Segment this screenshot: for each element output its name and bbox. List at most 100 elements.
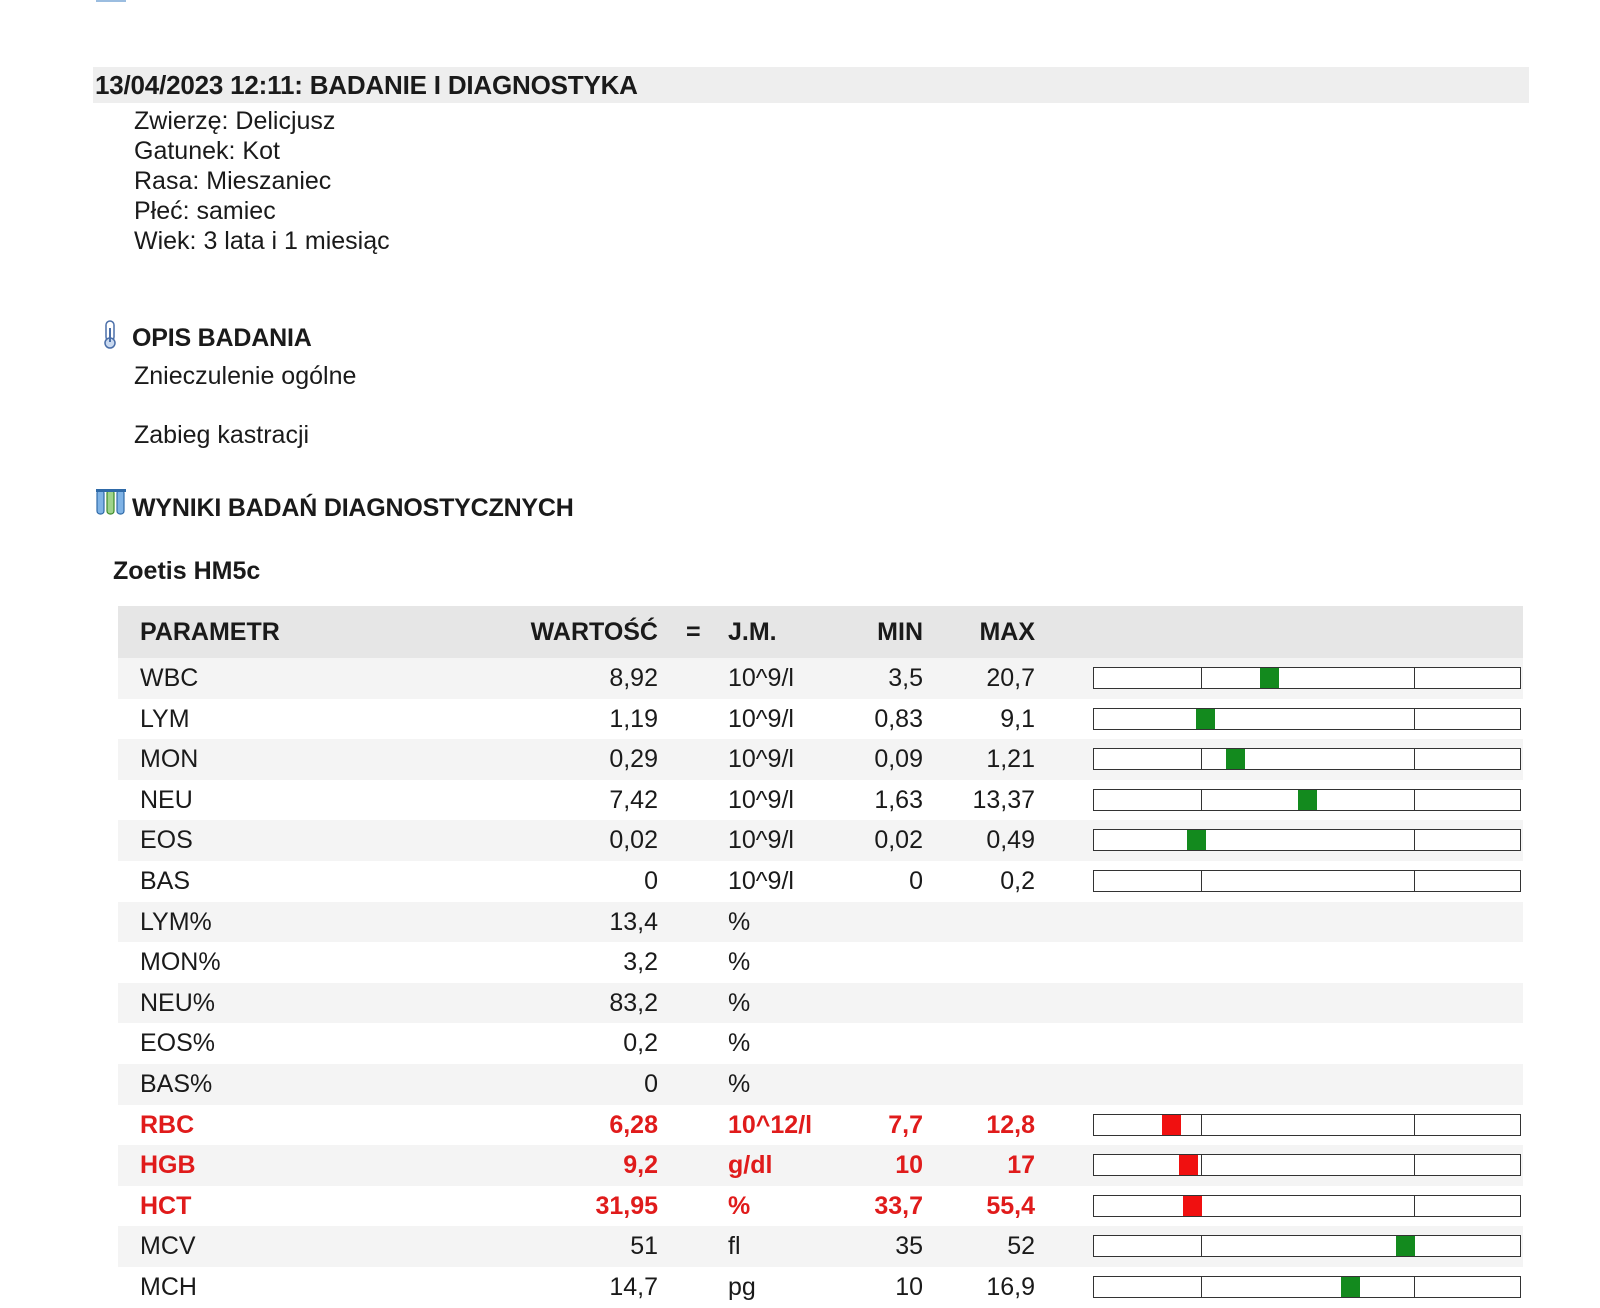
table-row: BAS 0 10^9/l 0 0,2 [118,861,1523,902]
header-value: WARTOŚĆ [530,618,658,646]
results-table: PARAMETR WARTOŚĆ = J.M. MIN MAX WBC 8,92 1… [118,606,1523,1308]
min-cell: 0,09 [874,745,923,774]
range-bar-tick [1413,789,1415,810]
range-bar [1093,1235,1521,1258]
table-row: NEU% 83,2% [118,982,1523,1024]
header-eq: = [686,618,701,646]
param-cell: BAS [140,866,191,895]
table-body: WBC 8,92 10^9/l 3,5 20,7 LYM 1,19 10^9/l 0,83 9,1… [118,658,1523,1308]
range-bar [1093,829,1521,852]
table-row: EOS 0,02 10^9/l 0,02 0,49 [118,820,1523,861]
table-header: PARAMETR WARTOŚĆ = J.M. MIN MAX [118,606,1523,658]
range-bar-tick [1200,1236,1202,1257]
wyniki-title: WYNIKI BADAŃ DIAGNOSTYCZNYCH [132,494,574,522]
range-bar-marker [1161,1114,1181,1135]
min-cell: 10 [895,1151,923,1180]
max-cell: 0,49 [986,826,1035,855]
max-cell: 12,8 [986,1110,1035,1139]
unit-cell: pg [728,1272,756,1301]
header-param: PARAMETR [140,618,280,646]
animal-sex: Płeć: samiec [134,197,276,225]
unit-cell: 10^9/l [728,745,794,774]
unit-cell: % [728,1191,751,1220]
range-bar-tick [1413,1155,1415,1176]
value-cell: 6,28 [609,1110,658,1139]
max-cell: 9,1 [1000,704,1035,733]
min-cell: 1,63 [874,785,923,814]
table-row: EOS% 0,2% [118,1023,1523,1064]
value-cell: 1,19 [609,704,658,733]
range-bar-tick [1413,1276,1415,1297]
unit-cell: % [728,907,751,936]
param-cell: LYM% [140,907,212,936]
param-cell: RBC [140,1110,195,1139]
entry-icon [96,0,126,2]
min-cell: 33,7 [874,1191,923,1220]
min-cell: 10 [895,1272,923,1301]
range-bar-marker [1187,830,1207,851]
range-bar-tick [1413,1195,1415,1216]
range-bar-tick [1413,870,1415,891]
value-cell: 31,95 [595,1191,658,1220]
animal-age: Wiek: 3 lata i 1 miesiąc [134,227,390,255]
unit-cell: 10^9/l [728,866,794,895]
value-cell: 0,2 [623,1029,658,1058]
range-bar [1093,707,1521,730]
animal-breed: Rasa: Mieszaniec [134,167,332,195]
opis-badania-title: OPIS BADANIA [132,324,312,352]
table-row: MON% 3,2% [118,942,1523,983]
table-row: RBC 6,28 10^12/l 7,7 12,8 [118,1105,1523,1146]
range-bar-marker [1178,1155,1198,1176]
value-cell: 3,2 [623,948,658,977]
test-tubes-icon [96,489,126,515]
param-cell: LYM [140,704,190,733]
header-max: MAX [979,618,1035,646]
range-bar [1093,869,1521,892]
unit-cell: fl [728,1232,741,1261]
value-cell: 0 [644,1069,658,1098]
unit-cell: % [728,1069,751,1098]
table-row: LYM 1,19 10^9/l 0,83 9,1 [118,699,1523,740]
param-cell: HCT [140,1191,192,1220]
range-bar-marker [1225,749,1245,770]
value-cell: 0,02 [609,826,658,855]
range-bar-marker [1395,1236,1415,1257]
unit-cell: % [728,1029,751,1058]
range-bar-tick [1200,1276,1202,1297]
value-cell: 51 [630,1232,658,1261]
table-row: BAS% 0% [118,1063,1523,1105]
table-row: LYM% 13,4% [118,901,1523,943]
thermometer-icon [104,320,116,349]
param-cell: MON% [140,948,221,977]
range-bar-tick [1413,1114,1415,1135]
param-cell: NEU% [140,988,216,1017]
range-bar-tick [1200,668,1202,688]
value-cell: 0 [644,866,658,895]
table-row: WBC 8,92 10^9/l 3,5 20,7 [118,658,1523,699]
table-row: HCT 31,95% 33,7 55,4 [118,1186,1523,1227]
animal-species: Gatunek: Kot [134,137,280,165]
previous-entry-stub [96,0,516,4]
range-bar-tick [1413,668,1415,688]
unit-cell: 10^12/l [728,1110,813,1139]
min-cell: 0,83 [874,704,923,733]
max-cell: 13,37 [972,785,1035,814]
range-bar-marker [1182,1195,1202,1216]
range-bar [1093,1194,1521,1217]
min-cell: 3,5 [888,664,923,692]
max-cell: 0,2 [1000,866,1035,895]
animal-name: Zwierzę: Delicjusz [134,107,336,135]
patient-info: Zwierzę: Delicjusz Gatunek: Kot Rasa: Mi… [134,106,390,256]
range-bar-tick [1200,870,1202,891]
table-row: MCV 51 fl 35 52 [118,1226,1523,1267]
param-cell: MCV [140,1232,196,1261]
range-bar [1093,1154,1521,1177]
range-bar-marker [1340,1276,1360,1297]
param-cell: WBC [140,664,199,692]
value-cell: 7,42 [609,785,658,814]
table-row: MON 0,29 10^9/l 0,09 1,21 [118,739,1523,780]
unit-cell: 10^9/l [728,826,794,855]
range-bar [1093,1113,1521,1136]
param-cell: EOS% [140,1029,216,1058]
min-cell: 0 [909,866,923,895]
